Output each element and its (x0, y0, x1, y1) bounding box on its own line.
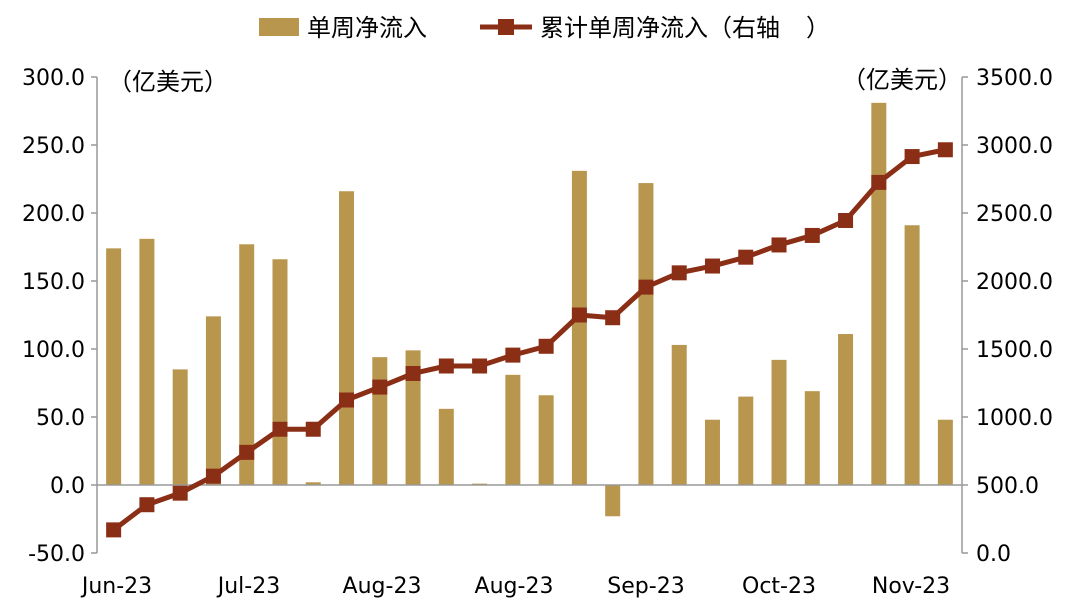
bar (438, 408, 454, 485)
bar (405, 350, 421, 485)
line-marker (738, 249, 754, 265)
right-tick-label: 1500.0 (976, 338, 1053, 363)
bar (272, 259, 288, 485)
bar (239, 244, 255, 485)
bar (804, 391, 820, 485)
x-tick-label: Jun-23 (80, 574, 152, 599)
right-tick-label: 1000.0 (976, 406, 1053, 431)
line-marker (305, 421, 321, 437)
line-marker (505, 347, 521, 363)
line-marker (139, 497, 155, 513)
bar-series (106, 102, 953, 517)
line-marker (472, 358, 488, 374)
bar (172, 369, 188, 485)
line-marker (904, 149, 920, 165)
line-marker (704, 258, 720, 274)
left-tick-label: 250.0 (22, 134, 85, 159)
left-tick-label: 100.0 (22, 338, 85, 363)
x-tick-label: Aug-23 (475, 574, 554, 599)
x-tick-label: Jul-23 (216, 574, 280, 599)
bar (106, 248, 122, 485)
bar (704, 419, 720, 485)
bar (505, 374, 521, 485)
bar (871, 102, 887, 485)
cumulative-line (112, 147, 946, 532)
line-marker (205, 468, 221, 484)
right-tick-label: 3500.0 (976, 66, 1053, 91)
bar (838, 334, 854, 485)
left-tick-label: 200.0 (22, 202, 85, 227)
bar (937, 419, 953, 485)
line-marker (239, 444, 255, 460)
left-tick-label: 0.0 (50, 474, 85, 499)
line-marker (771, 237, 787, 253)
legend: 单周净流入 累计单周净流入（右轴 ） (259, 14, 830, 42)
line-marker (571, 307, 587, 323)
line-marker (106, 522, 122, 538)
axes (96, 77, 963, 553)
legend-bar-label: 单周净流入 (307, 14, 427, 42)
left-tick-label: 50.0 (36, 406, 85, 431)
bar (205, 316, 221, 485)
line-marker (937, 142, 953, 158)
bar (305, 482, 321, 485)
line-marker (638, 279, 654, 295)
bar (571, 170, 587, 485)
left-tick-label: 150.0 (22, 270, 85, 295)
right-tick-label: 3000.0 (976, 134, 1053, 159)
bar (372, 357, 388, 485)
left-axis-ticks: 300.0 250.0 200.0 150.0 100.0 50.0 0.0 -50.0 (22, 66, 97, 567)
bar (904, 225, 920, 486)
x-tick-label: Sep-23 (607, 574, 684, 599)
line-marker (272, 421, 288, 437)
right-tick-label: 2500.0 (976, 202, 1053, 227)
bar (771, 359, 787, 485)
legend-line-label: 累计单周净流入（右轴 (540, 14, 780, 42)
right-tick-label: 500.0 (976, 474, 1039, 499)
line-marker (605, 310, 621, 326)
x-tick-label: Oct-23 (742, 574, 816, 599)
bar (638, 183, 654, 485)
legend-bar-swatch (259, 18, 299, 36)
bar (671, 344, 687, 485)
line-series (106, 142, 953, 538)
line-marker (438, 358, 454, 374)
left-axis-unit: （亿美元） (108, 68, 228, 96)
bar (139, 238, 155, 485)
line-marker (871, 174, 887, 190)
right-axis-unit: （亿美元） (842, 66, 962, 94)
bar (605, 485, 621, 517)
bar (738, 396, 754, 485)
x-tick-label: Aug-23 (343, 574, 422, 599)
right-tick-label: 2000.0 (976, 270, 1053, 295)
line-marker (538, 338, 554, 354)
bar (339, 191, 355, 486)
bar (538, 395, 554, 485)
line-marker (671, 265, 687, 281)
legend-line-marker (498, 19, 514, 35)
line-marker (804, 227, 820, 243)
line-marker (172, 485, 188, 501)
line-marker (405, 365, 421, 381)
right-tick-label: 0.0 (976, 542, 1011, 567)
left-tick-label: 300.0 (22, 66, 85, 91)
line-marker (838, 212, 854, 228)
line-marker (372, 379, 388, 395)
line-marker (339, 392, 355, 408)
x-tick-label: Nov-23 (872, 574, 950, 599)
left-tick-label: -50.0 (28, 542, 85, 567)
x-axis-tick-labels: Jun-23 Jul-23 Aug-23 Aug-23 Sep-23 Oct-23 Nov-… (80, 574, 950, 599)
right-axis-ticks: 3500.0 3000.0 2500.0 2000.0 1500.0 1000.0 500.… (962, 66, 1053, 567)
legend-line-label-close: ） (806, 14, 830, 42)
